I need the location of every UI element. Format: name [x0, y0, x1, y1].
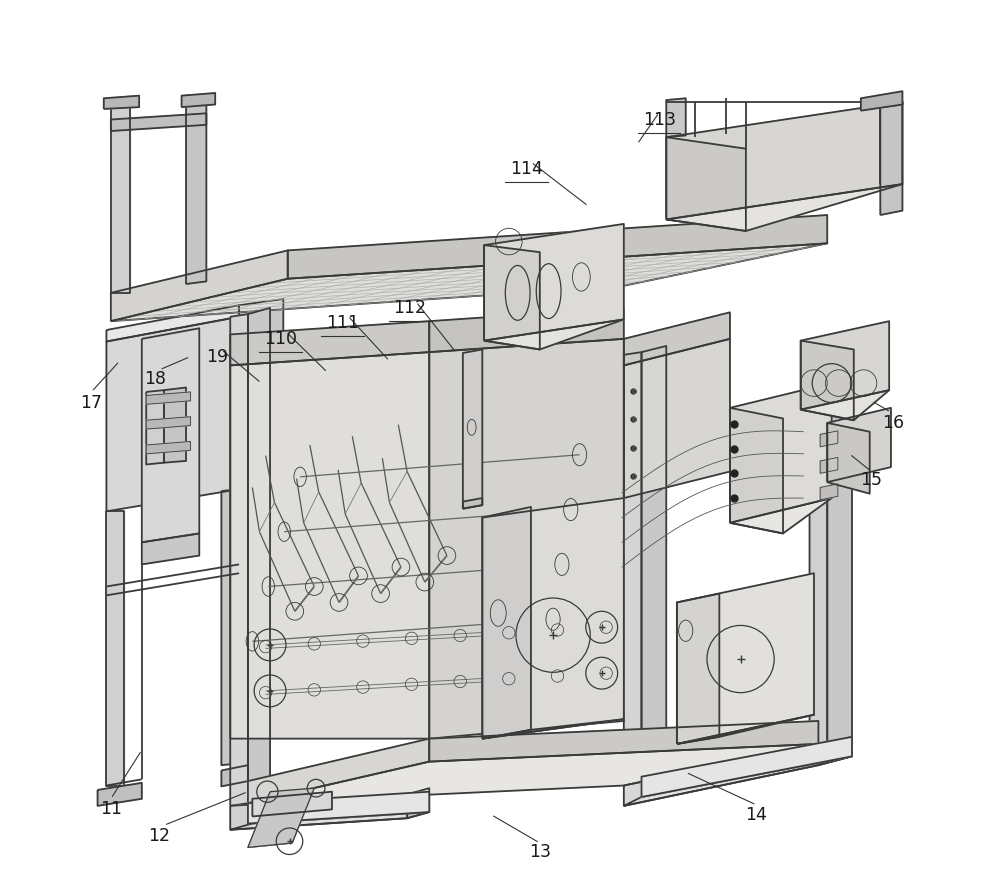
- Text: 110: 110: [264, 330, 297, 348]
- Text: 112: 112: [393, 299, 426, 317]
- Polygon shape: [248, 308, 270, 803]
- Polygon shape: [230, 795, 407, 829]
- Polygon shape: [624, 312, 730, 366]
- Polygon shape: [624, 746, 818, 805]
- Text: 12: 12: [148, 827, 170, 845]
- Polygon shape: [98, 783, 142, 805]
- Polygon shape: [730, 498, 832, 533]
- Polygon shape: [106, 305, 239, 342]
- Polygon shape: [666, 98, 686, 137]
- Polygon shape: [239, 299, 283, 490]
- Polygon shape: [248, 744, 818, 803]
- Polygon shape: [818, 737, 852, 765]
- Polygon shape: [111, 113, 206, 131]
- Polygon shape: [882, 101, 902, 107]
- Text: 19: 19: [206, 348, 228, 366]
- Polygon shape: [482, 498, 624, 739]
- Polygon shape: [666, 184, 902, 231]
- Text: 11: 11: [100, 800, 122, 819]
- Polygon shape: [186, 101, 206, 284]
- Polygon shape: [810, 344, 827, 746]
- Polygon shape: [482, 507, 531, 739]
- Text: 14: 14: [746, 805, 767, 824]
- Polygon shape: [677, 594, 719, 744]
- Polygon shape: [146, 390, 164, 465]
- Polygon shape: [230, 321, 429, 366]
- Polygon shape: [827, 423, 870, 494]
- Text: 13: 13: [529, 843, 551, 861]
- Polygon shape: [164, 387, 186, 463]
- Polygon shape: [248, 739, 429, 803]
- Polygon shape: [146, 417, 190, 429]
- Polygon shape: [104, 95, 139, 109]
- Polygon shape: [666, 137, 746, 231]
- Text: 113: 113: [643, 110, 676, 128]
- Polygon shape: [730, 383, 832, 522]
- Polygon shape: [482, 719, 624, 739]
- Polygon shape: [429, 339, 624, 739]
- Polygon shape: [248, 789, 314, 847]
- Polygon shape: [484, 320, 624, 350]
- Polygon shape: [677, 573, 814, 744]
- Polygon shape: [730, 408, 783, 533]
- Polygon shape: [288, 215, 827, 279]
- Text: 15: 15: [860, 472, 882, 490]
- Text: 18: 18: [144, 369, 166, 388]
- Text: 114: 114: [510, 160, 543, 178]
- Text: 111: 111: [326, 314, 359, 332]
- Polygon shape: [221, 490, 239, 765]
- Polygon shape: [624, 352, 642, 786]
- Text: 16: 16: [883, 414, 905, 432]
- Polygon shape: [666, 101, 902, 220]
- Polygon shape: [827, 408, 891, 482]
- Polygon shape: [111, 243, 827, 321]
- Polygon shape: [111, 101, 130, 293]
- Polygon shape: [624, 756, 852, 805]
- Polygon shape: [252, 792, 332, 816]
- Polygon shape: [142, 533, 199, 564]
- Polygon shape: [230, 352, 429, 739]
- Polygon shape: [484, 245, 540, 350]
- Polygon shape: [221, 765, 248, 787]
- Polygon shape: [142, 328, 199, 542]
- Polygon shape: [182, 93, 215, 107]
- Polygon shape: [463, 350, 482, 509]
- Polygon shape: [106, 512, 124, 786]
- Polygon shape: [801, 341, 854, 420]
- Polygon shape: [861, 91, 902, 110]
- Polygon shape: [429, 308, 624, 352]
- Polygon shape: [106, 317, 239, 512]
- Polygon shape: [146, 441, 190, 454]
- Polygon shape: [801, 390, 889, 420]
- Polygon shape: [230, 314, 248, 805]
- Polygon shape: [677, 715, 814, 744]
- Polygon shape: [429, 721, 818, 762]
- Polygon shape: [820, 431, 838, 447]
- Polygon shape: [248, 792, 429, 823]
- Polygon shape: [820, 484, 838, 500]
- Polygon shape: [880, 101, 902, 215]
- Polygon shape: [827, 339, 852, 743]
- Polygon shape: [146, 392, 190, 404]
- Polygon shape: [624, 339, 730, 498]
- Polygon shape: [463, 498, 482, 509]
- Text: 17: 17: [80, 393, 102, 411]
- Polygon shape: [642, 346, 666, 783]
- Polygon shape: [801, 321, 889, 409]
- Polygon shape: [111, 250, 288, 321]
- Polygon shape: [230, 812, 429, 829]
- Polygon shape: [407, 789, 429, 818]
- Polygon shape: [820, 457, 838, 473]
- Polygon shape: [642, 737, 852, 797]
- Polygon shape: [484, 224, 624, 341]
